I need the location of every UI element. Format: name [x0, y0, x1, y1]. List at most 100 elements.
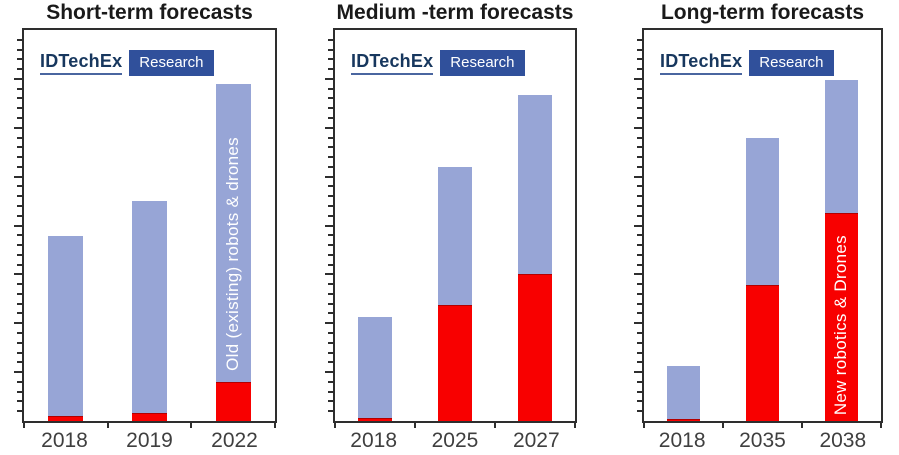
y-axis-tick [328, 165, 333, 168]
y-axis-tick [17, 185, 22, 188]
bar-slot-2018 [644, 30, 723, 421]
research-badge: Research [749, 50, 834, 76]
y-axis-tick [637, 400, 642, 403]
y-axis-tick [637, 332, 642, 335]
x-tick-label-2018: 2018 [658, 429, 706, 452]
y-axis-tick [17, 195, 22, 198]
y-axis-tick [14, 175, 22, 178]
y-axis-tick [325, 322, 333, 325]
y-axis-tick [17, 68, 22, 71]
y-axis-tick [328, 48, 333, 51]
y-axis-tick [328, 58, 333, 61]
bar-slot-2038: New robotics & Drones [802, 30, 881, 421]
y-axis-tick [17, 136, 22, 139]
x-tick-label-2019: 2019 [126, 429, 173, 452]
x-axis-tick [880, 423, 882, 428]
y-axis-tick [637, 361, 642, 364]
y-axis-tick [17, 390, 22, 393]
y-axis-tick [637, 185, 642, 188]
bars-container [335, 30, 575, 421]
x-tick-label-2018: 2018 [350, 429, 398, 452]
idtechex-logo: IDTechEx Research [40, 50, 214, 76]
idtechex-logo: IDTechEx Research [351, 50, 525, 76]
chart-title: Medium -term forecasts [336, 1, 574, 24]
y-axis-tick [328, 400, 333, 403]
new-robotics-segment-2018 [666, 419, 701, 421]
y-axis-tick [328, 116, 333, 119]
y-axis-tick [328, 380, 333, 383]
y-axis-tick [325, 224, 333, 227]
y-axis-tick [17, 292, 22, 295]
bar-slot-2027 [495, 30, 575, 421]
y-axis-tick [17, 253, 22, 256]
y-axis-tick [328, 204, 333, 207]
y-axis-tick [637, 195, 642, 198]
research-badge: Research [440, 50, 525, 76]
y-axis-tick [637, 283, 642, 286]
y-axis-tick [634, 322, 642, 325]
chart-long-term: Long-term forecasts IDTechEx Research Ne… [599, 0, 899, 455]
bar-slot-2022: Old (existing) robots & drones [191, 30, 275, 421]
idtechex-wordmark: IDTechEx [351, 51, 434, 75]
x-axis-tick [574, 423, 576, 428]
y-axis-tick [637, 263, 642, 266]
chart-title: Short-term forecasts [46, 1, 253, 24]
y-axis-tick [328, 332, 333, 335]
y-axis-tick [328, 361, 333, 364]
y-axis-tick [17, 58, 22, 61]
y-axis-tick [17, 410, 22, 413]
old-robots-segment-2025 [438, 166, 472, 305]
chart-short-term: Short-term forecasts IDTechEx Research O… [0, 0, 299, 455]
old-robots-segment-2018 [48, 236, 84, 416]
y-axis-tick [17, 263, 22, 266]
y-axis-tick [637, 341, 642, 344]
new-robotics-segment-2027 [518, 273, 552, 421]
y-axis-tick [637, 68, 642, 71]
y-axis-tick [17, 107, 22, 110]
y-axis-tick [17, 48, 22, 51]
stacked-bar-2018 [666, 365, 701, 421]
stacked-bar-2038: New robotics & Drones [824, 80, 859, 421]
idtechex-wordmark: IDTechEx [40, 51, 123, 75]
new-robotics-segment-2019 [131, 413, 168, 421]
x-tick-label-2022: 2022 [211, 429, 258, 452]
y-axis-tick [637, 410, 642, 413]
chart-title: Long-term forecasts [660, 1, 865, 24]
y-axis-tick [328, 234, 333, 237]
idtechex-logo: IDTechEx Research [660, 50, 834, 76]
y-axis-tick [17, 244, 22, 247]
y-axis-tick [637, 136, 642, 139]
x-axis-labels: 2018 2019 2022 [22, 429, 277, 453]
x-axis-tick [106, 423, 109, 428]
y-axis-tick [328, 390, 333, 393]
y-axis-tick [637, 351, 642, 354]
stacked-bar-2018 [358, 317, 392, 421]
plot-area: IDTechEx Research [325, 28, 577, 428]
stacked-bar-2035 [745, 137, 780, 421]
stacked-bar-2025 [438, 166, 472, 421]
y-axis-tick [637, 234, 642, 237]
y-axis-tick [634, 224, 642, 227]
y-axis-tick [328, 253, 333, 256]
y-axis-tick [634, 126, 642, 129]
y-axis-tick [328, 312, 333, 315]
bar-slot-2025 [415, 30, 495, 421]
y-axis-tick [17, 332, 22, 335]
y-axis-tick [328, 185, 333, 188]
old-robots-segment-2022 [215, 83, 251, 382]
plot-area: IDTechEx Research New robotics & Drones [634, 28, 883, 428]
y-axis-tick [637, 38, 642, 41]
bars-container: New robotics & Drones [644, 30, 881, 421]
new-robotics-segment-2038 [824, 213, 859, 421]
x-tick-label-2027: 2027 [512, 429, 560, 452]
y-axis-tick [17, 165, 22, 168]
y-axis-tick [17, 283, 22, 286]
y-axis-tick [14, 77, 22, 80]
x-tick-label-2038: 2038 [819, 429, 867, 452]
y-axis-tick [17, 116, 22, 119]
y-axis-tick [328, 87, 333, 90]
y-axis-tick [637, 116, 642, 119]
y-axis-tick [17, 302, 22, 305]
x-axis-tick [334, 423, 336, 428]
